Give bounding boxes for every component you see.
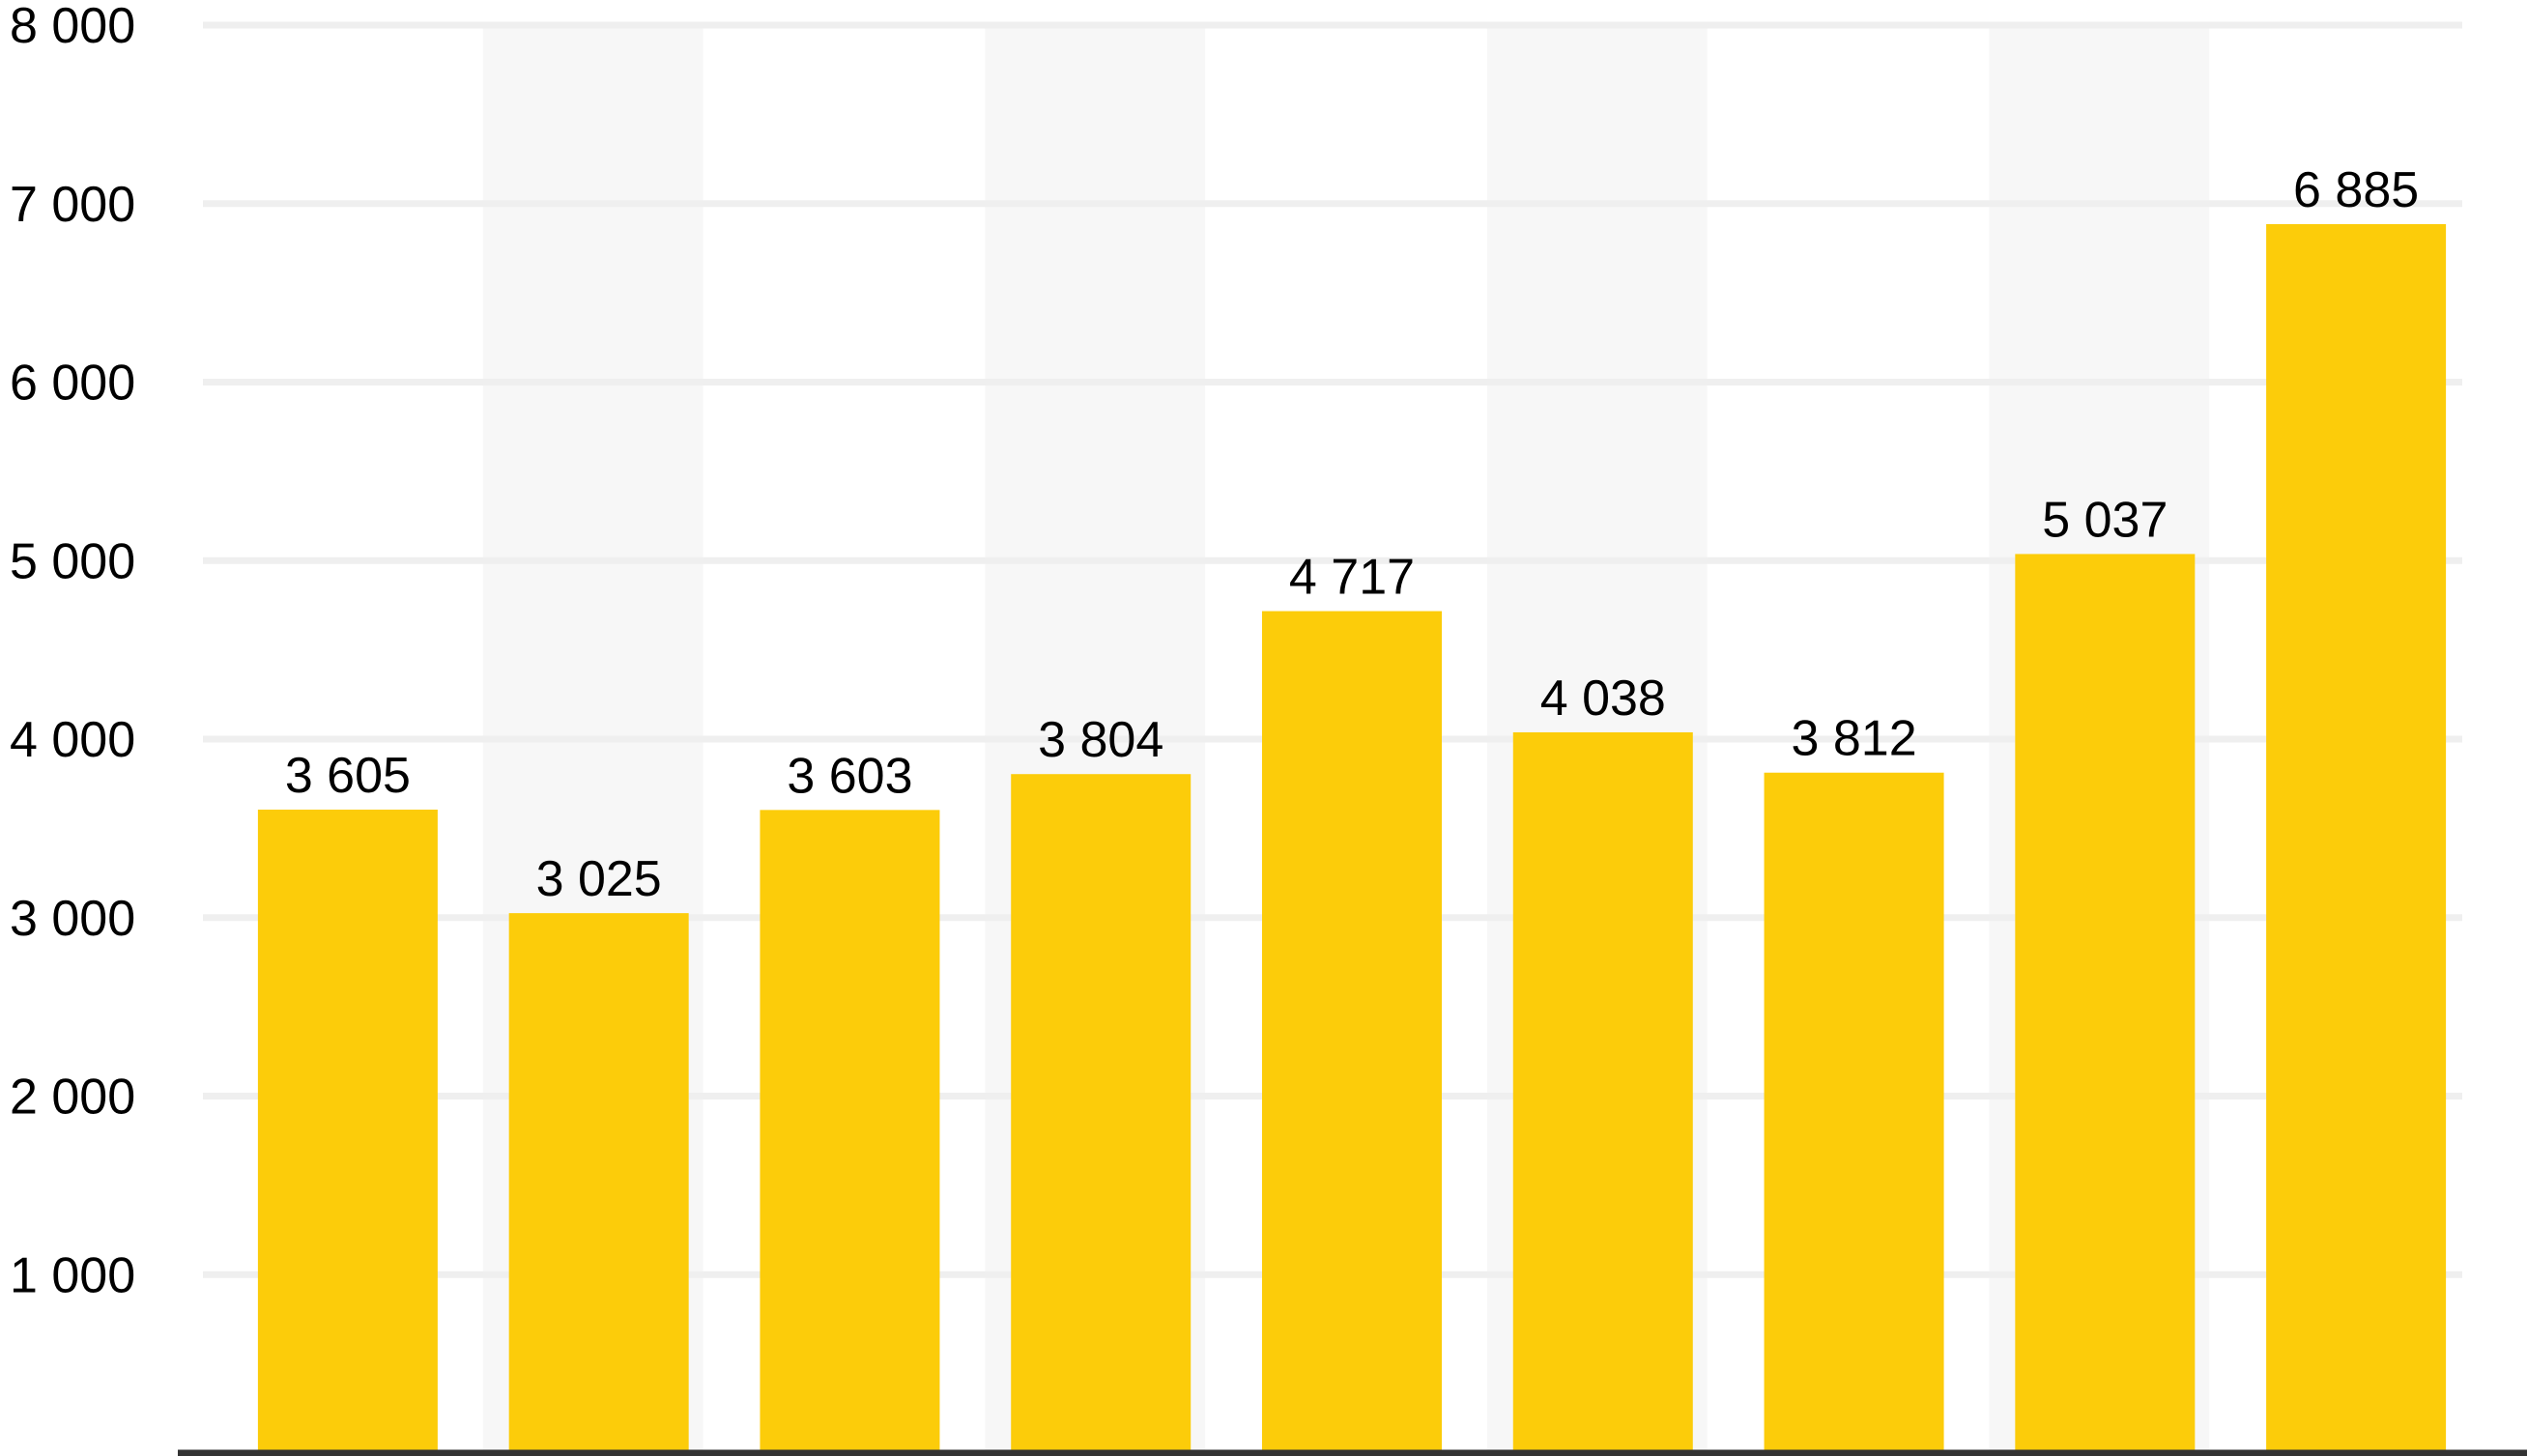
y-tick-label: 8 000 xyxy=(10,0,135,54)
bar xyxy=(2266,223,2447,1454)
bar-value-label: 3 603 xyxy=(787,748,912,804)
bar xyxy=(1262,611,1442,1453)
y-tick-label: 3 000 xyxy=(10,891,135,947)
y-tick-label: 6 000 xyxy=(10,356,135,412)
bar-value-label: 3 812 xyxy=(1791,711,1916,767)
bar-value-label: 4 038 xyxy=(1540,671,1666,727)
bar xyxy=(1512,731,1693,1453)
y-tick-label: 4 000 xyxy=(10,712,135,768)
bar-value-label: 6 885 xyxy=(2293,162,2419,218)
bar xyxy=(760,810,940,1453)
bar xyxy=(1764,772,1944,1453)
bar-value-label: 5 037 xyxy=(2042,492,2168,548)
bar-value-label: 3 605 xyxy=(285,748,411,804)
y-tick-label: 1 000 xyxy=(10,1247,135,1303)
y-tick-label: 2 000 xyxy=(10,1070,135,1126)
bar xyxy=(1011,774,1192,1453)
bar xyxy=(2015,554,2196,1453)
bar xyxy=(257,809,438,1453)
y-tick-label: 5 000 xyxy=(10,533,135,589)
bars xyxy=(257,223,2447,1454)
bar-value-label: 4 717 xyxy=(1289,550,1415,606)
y-axis-tick-labels: 1 000 2 000 3 000 4 000 5 000 6 000 7 000 8 000 xyxy=(10,0,135,1303)
bar-value-label: 3 025 xyxy=(536,851,662,907)
bar-value-labels: 3 605 3 025 3 603 3 804 4 717 4 038 3 812 5 037… xyxy=(285,162,2419,907)
bar xyxy=(508,913,689,1453)
bar-value-label: 3 804 xyxy=(1038,712,1163,768)
y-tick-label: 7 000 xyxy=(10,177,135,233)
